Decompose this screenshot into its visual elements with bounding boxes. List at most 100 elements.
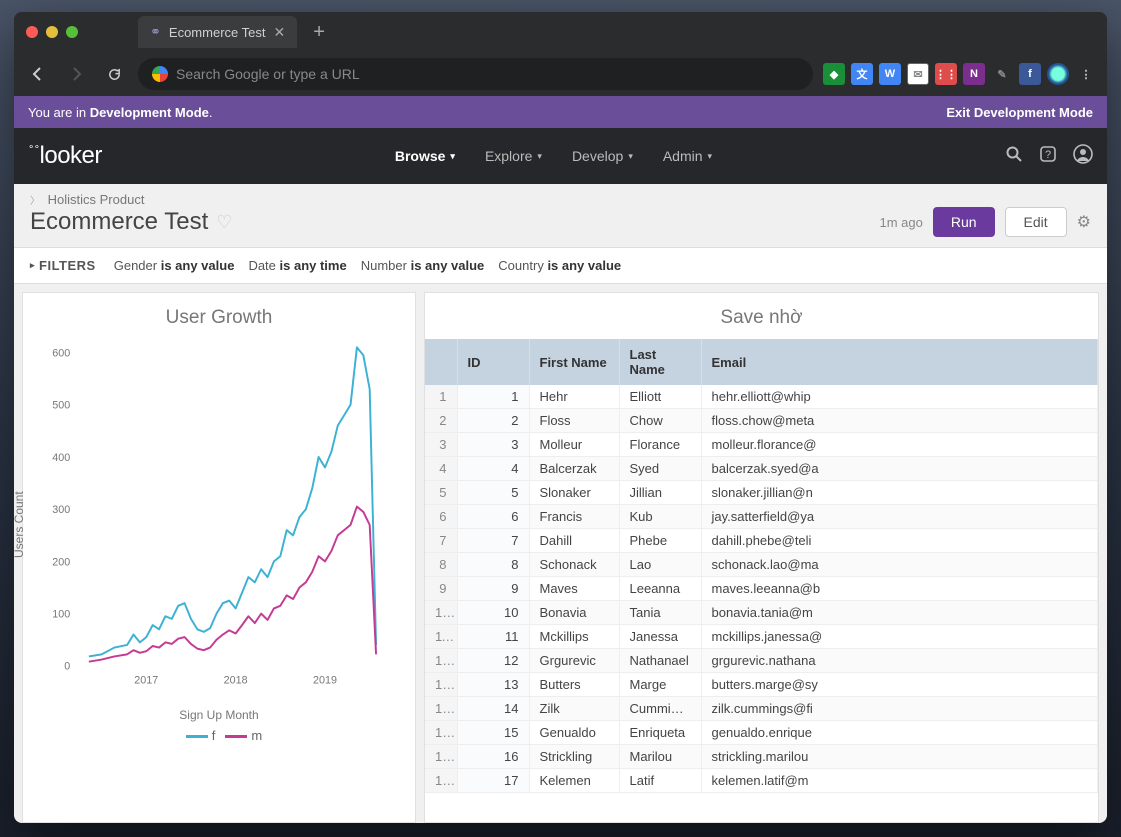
- cell-email: schonack.lao@ma: [701, 553, 1098, 577]
- cell-email: molleur.florance@: [701, 433, 1098, 457]
- cell-id: 14: [457, 697, 529, 721]
- mail-icon[interactable]: ✉: [907, 63, 929, 85]
- cell-id: 13: [457, 673, 529, 697]
- onenote-icon[interactable]: N: [963, 63, 985, 85]
- dev-mode-text: You are in Development Mode.: [28, 105, 213, 120]
- close-tab-icon[interactable]: ✕: [273, 24, 285, 41]
- row-number: 1: [425, 385, 457, 409]
- svg-text:300: 300: [52, 504, 70, 516]
- cell-first-name: Floss: [529, 409, 619, 433]
- column-header[interactable]: ID: [457, 339, 529, 385]
- back-button[interactable]: [24, 60, 52, 88]
- kebab-menu-icon[interactable]: ⋮: [1075, 63, 1097, 85]
- svg-text:100: 100: [52, 609, 70, 621]
- chart-panel: User Growth Users Count 0100200300400500…: [22, 292, 416, 823]
- nav-browse[interactable]: Browse▾: [395, 148, 455, 164]
- column-header[interactable]: Last Name: [619, 339, 701, 385]
- grid-icon[interactable]: ⋮⋮: [935, 63, 957, 85]
- table-wrap[interactable]: IDFirst NameLast NameEmail 1 1 Hehr Elli…: [425, 339, 1098, 822]
- title-row: Ecommerce Test ♡ 1m ago Run Edit ⚙: [14, 207, 1107, 247]
- user-icon[interactable]: [1073, 144, 1093, 169]
- table-row[interactable]: 4 4 Balcerzak Syed balcerzak.syed@a: [425, 457, 1098, 481]
- row-number: 13: [425, 673, 457, 697]
- nav-explore[interactable]: Explore▾: [485, 148, 542, 164]
- table-row[interactable]: 14 14 Zilk Cummings zilk.cummings@fi: [425, 697, 1098, 721]
- browser-tabs: ⚭ Ecommerce Test ✕ +: [138, 16, 335, 48]
- cell-id: 1: [457, 385, 529, 409]
- row-number: 6: [425, 505, 457, 529]
- gear-icon[interactable]: ⚙: [1077, 212, 1091, 232]
- table-row[interactable]: 10 10 Bonavia Tania bonavia.tania@m: [425, 601, 1098, 625]
- table-row[interactable]: 9 9 Maves Leeanna maves.leeanna@b: [425, 577, 1098, 601]
- profile-avatar-icon[interactable]: [1047, 63, 1069, 85]
- cell-last-name: Chow: [619, 409, 701, 433]
- chart-ylabel: Users Count: [14, 491, 26, 558]
- filter-item[interactable]: Number is any value: [361, 258, 485, 273]
- table-row[interactable]: 3 3 Molleur Florance molleur.florance@: [425, 433, 1098, 457]
- url-input[interactable]: Search Google or type a URL: [138, 58, 813, 90]
- filter-item[interactable]: Date is any time: [248, 258, 346, 273]
- translate-icon[interactable]: 文: [851, 63, 873, 85]
- table-row[interactable]: 11 11 Mckillips Janessa mckillips.janess…: [425, 625, 1098, 649]
- favorite-icon[interactable]: ♡: [216, 212, 232, 233]
- cell-id: 9: [457, 577, 529, 601]
- facebook-icon[interactable]: f: [1019, 63, 1041, 85]
- cell-first-name: Dahill: [529, 529, 619, 553]
- cell-email: strickling.marilou: [701, 745, 1098, 769]
- cell-email: bonavia.tania@m: [701, 601, 1098, 625]
- run-button[interactable]: Run: [933, 207, 995, 237]
- table-row[interactable]: 5 5 Slonaker Jillian slonaker.jillian@n: [425, 481, 1098, 505]
- table-row[interactable]: 16 16 Strickling Marilou strickling.mari…: [425, 745, 1098, 769]
- table-row[interactable]: 12 12 Grgurevic Nathanael grgurevic.nath…: [425, 649, 1098, 673]
- row-number: 5: [425, 481, 457, 505]
- nav-admin[interactable]: Admin▾: [663, 148, 712, 164]
- filter-item[interactable]: Country is any value: [498, 258, 621, 273]
- new-tab-button[interactable]: +: [303, 21, 335, 44]
- chevron-right-icon: 〉: [30, 196, 40, 207]
- edit-button[interactable]: Edit: [1005, 207, 1067, 237]
- pen-icon[interactable]: ✎: [991, 63, 1013, 85]
- cell-id: 16: [457, 745, 529, 769]
- exit-dev-mode-link[interactable]: Exit Development Mode: [946, 105, 1093, 120]
- table-row[interactable]: 7 7 Dahill Phebe dahill.phebe@teli: [425, 529, 1098, 553]
- last-run-timestamp: 1m ago: [879, 215, 922, 230]
- reload-button[interactable]: [100, 60, 128, 88]
- browser-tab[interactable]: ⚭ Ecommerce Test ✕: [138, 16, 297, 48]
- svg-text:2018: 2018: [224, 674, 248, 686]
- table-row[interactable]: 17 17 Kelemen Latif kelemen.latif@m: [425, 769, 1098, 793]
- row-number: 14: [425, 697, 457, 721]
- table-row[interactable]: 6 6 Francis Kub jay.satterfield@ya: [425, 505, 1098, 529]
- table-row[interactable]: 13 13 Butters Marge butters.marge@sy: [425, 673, 1098, 697]
- shield-icon[interactable]: ◆: [823, 63, 845, 85]
- cell-first-name: Zilk: [529, 697, 619, 721]
- help-icon[interactable]: ?: [1039, 145, 1057, 168]
- row-number: 7: [425, 529, 457, 553]
- column-header[interactable]: First Name: [529, 339, 619, 385]
- docs-icon[interactable]: W: [879, 63, 901, 85]
- filter-bar: ▸FILTERS Gender is any value Date is any …: [14, 247, 1107, 284]
- legend-label: f: [212, 728, 216, 743]
- table-row[interactable]: 8 8 Schonack Lao schonack.lao@ma: [425, 553, 1098, 577]
- filter-item[interactable]: Gender is any value: [114, 258, 235, 273]
- maximize-window-button[interactable]: [66, 26, 78, 38]
- search-icon[interactable]: [1005, 145, 1023, 168]
- looker-logo[interactable]: ∘∘looker: [28, 142, 102, 170]
- table-row[interactable]: 15 15 Genualdo Enriqueta genualdo.enriqu…: [425, 721, 1098, 745]
- forward-button[interactable]: [62, 60, 90, 88]
- table-row[interactable]: 1 1 Hehr Elliott hehr.elliott@whip: [425, 385, 1098, 409]
- breadcrumb-link[interactable]: Holistics Product: [48, 192, 145, 207]
- filters-toggle[interactable]: ▸FILTERS: [30, 258, 96, 273]
- cell-last-name: Cummings: [619, 697, 701, 721]
- table-row[interactable]: 2 2 Floss Chow floss.chow@meta: [425, 409, 1098, 433]
- cell-email: zilk.cummings@fi: [701, 697, 1098, 721]
- breadcrumb: 〉 Holistics Product: [14, 184, 1107, 207]
- svg-text:400: 400: [52, 452, 70, 464]
- minimize-window-button[interactable]: [46, 26, 58, 38]
- nav-develop[interactable]: Develop▾: [572, 148, 633, 164]
- tab-favicon: ⚭: [150, 24, 161, 40]
- column-header[interactable]: Email: [701, 339, 1098, 385]
- cell-id: 11: [457, 625, 529, 649]
- close-window-button[interactable]: [26, 26, 38, 38]
- row-number: 2: [425, 409, 457, 433]
- cell-last-name: Syed: [619, 457, 701, 481]
